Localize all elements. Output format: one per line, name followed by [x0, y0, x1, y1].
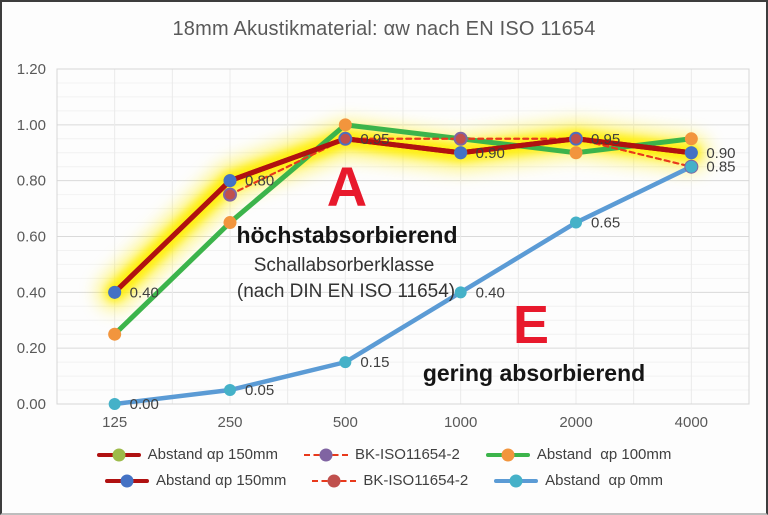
- legend-label: Abstand αp 100mm: [536, 446, 672, 463]
- series-line-2: [112, 122, 694, 337]
- data-label: 0.95: [360, 131, 389, 148]
- data-point: [108, 327, 122, 341]
- data-point: [339, 356, 352, 369]
- series-line-5: [112, 164, 694, 407]
- legend-label: Abstand αp 150mm: [155, 472, 287, 489]
- legend-row-1: Abstand αp 150mm BK-ISO11654-2 Abstand αp …: [92, 472, 676, 489]
- data-label: 0.95: [591, 131, 620, 148]
- x-axis-tick-label: 1000: [444, 414, 477, 431]
- legend-line-swatch: [494, 474, 539, 488]
- data-point: [223, 174, 237, 188]
- x-axis-tick-label: 125: [102, 414, 127, 431]
- data-point: [570, 216, 582, 229]
- data-point: [571, 133, 581, 144]
- legend-item-3: Abstand αp 150mm: [104, 472, 287, 489]
- data-point: [225, 189, 235, 200]
- y-axis-tick-label: 0.80: [17, 173, 46, 190]
- data-label: 0.15: [360, 354, 389, 371]
- legend-item-0: Abstand αp 150mm: [96, 446, 279, 463]
- plot-border: [56, 68, 750, 405]
- chart-title: 18mm Akustikmaterial: αw nach EN ISO 116…: [172, 18, 596, 40]
- x-axis-tick-label: 4000: [675, 414, 708, 431]
- legend-marker-dot: [112, 448, 126, 461]
- data-label: 0.85: [706, 159, 735, 176]
- data-label: 0.00: [130, 396, 159, 413]
- y-axis-tick-label: 0.00: [17, 396, 46, 413]
- data-label: 0.80: [245, 173, 274, 190]
- data-point: [685, 160, 698, 173]
- y-axis-tick-label: 1.00: [17, 117, 46, 134]
- legend-marker-dot: [319, 448, 333, 461]
- x-axis-tick-label: 500: [333, 414, 358, 431]
- annotation-3: (nach DIN EN ISO 11654): [237, 281, 455, 302]
- annotation-4: E: [513, 295, 549, 355]
- legend-item-4: BK-ISO11654-2: [312, 472, 468, 489]
- legend-marker-dot: [327, 474, 341, 487]
- data-label: 0.40: [130, 284, 159, 301]
- data-label: 0.05: [245, 382, 274, 399]
- data-label: 0.90: [476, 145, 505, 162]
- legend-label: Abstand αp 0mm: [545, 472, 664, 489]
- legend-item-5: Abstand αp 0mm: [494, 472, 663, 489]
- annotation-2: Schallabsorberklasse: [254, 255, 435, 276]
- legend-line-swatch: [104, 474, 149, 488]
- x-axis-tick-label: 250: [217, 414, 242, 431]
- data-point: [108, 285, 122, 299]
- data-label: 0.65: [591, 215, 620, 232]
- legend-item-1: BK-ISO11654-2: [304, 446, 460, 463]
- legend-dashed-line-swatch: [312, 474, 357, 488]
- data-point: [569, 146, 583, 160]
- legend-line-swatch: [96, 448, 141, 462]
- legend-marker-dot: [501, 448, 515, 461]
- data-point: [223, 216, 237, 230]
- data-point: [684, 132, 698, 146]
- data-point: [340, 133, 351, 144]
- x-axis-tick-label: 2000: [559, 414, 592, 431]
- data-point: [108, 398, 121, 410]
- chart-legend: Abstand αp 150mm BK-ISO11654-2 Abstand αp …: [2, 446, 766, 489]
- legend-marker-dot: [120, 474, 134, 487]
- legend-label: Abstand αp 150mm: [147, 446, 279, 463]
- data-point: [454, 286, 467, 299]
- data-point: [455, 133, 466, 144]
- data-point: [338, 118, 352, 132]
- legend-item-2: Abstand αp 100mm: [485, 446, 672, 463]
- y-axis-tick-label: 0.40: [17, 284, 46, 301]
- annotation-1: höchstabsorbierend: [236, 222, 457, 248]
- annotation-5: gering absorbierend: [423, 360, 645, 386]
- data-point: [684, 146, 698, 160]
- legend-dashed-line-swatch: [304, 448, 349, 462]
- legend-label: BK-ISO11654-2: [355, 446, 460, 463]
- legend-label: BK-ISO11654-2: [363, 472, 469, 489]
- y-axis-tick-label: 0.20: [17, 340, 46, 357]
- legend-marker-dot: [509, 474, 523, 487]
- legend-line-swatch: [485, 448, 530, 462]
- data-point: [224, 384, 236, 397]
- y-axis-tick-label: 0.60: [17, 229, 46, 246]
- annotation-0: A: [327, 155, 367, 218]
- series-line-3: [112, 136, 694, 295]
- y-axis-tick-label: 1.20: [17, 61, 46, 78]
- data-label: 0.90: [706, 145, 735, 162]
- data-point: [454, 146, 468, 160]
- data-label: 0.40: [476, 284, 505, 301]
- legend-row-0: Abstand αp 150mm BK-ISO11654-2 Abstand αp …: [84, 446, 685, 463]
